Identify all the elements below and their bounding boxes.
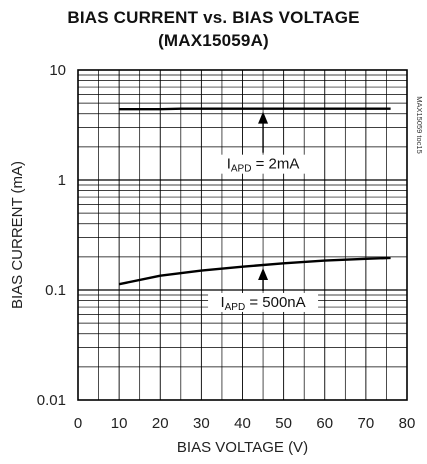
grid-lines	[78, 70, 407, 400]
x-tick-label: 70	[358, 415, 375, 432]
y-tick-label: 1	[58, 172, 66, 189]
x-tick-label: 40	[234, 415, 251, 432]
x-axis-label: BIAS VOLTAGE (V)	[177, 439, 308, 456]
y-tick-label: 10	[49, 62, 66, 79]
annotation-arrow-head	[258, 111, 269, 124]
plot-frame	[77, 69, 408, 401]
annotation-bg	[219, 154, 308, 174]
x-tick-label: 60	[316, 415, 333, 432]
y-axis-label: BIAS CURRENT (mA)	[9, 161, 26, 309]
annotation-label: IAPD = 2mA	[227, 156, 300, 175]
chart-title: BIAS CURRENT vs. BIAS VOLTAGE	[67, 8, 360, 27]
annotation-bg	[208, 292, 319, 312]
x-tick-labels: 0 10 20 30 40 50 60 70 80	[74, 415, 416, 432]
series-line-0	[119, 107, 391, 111]
x-tick-label: 80	[399, 415, 416, 432]
annotation-arrow-head	[258, 267, 269, 280]
annotations: IAPD = 2mA IAPD = 500nA	[208, 111, 319, 313]
x-tick-label: 50	[275, 415, 292, 432]
y-tick-labels: 0.01 0.1 1 10	[37, 62, 66, 409]
x-tick-label: 20	[152, 415, 169, 432]
x-tick-label: 0	[74, 415, 82, 432]
series-line-1	[118, 256, 391, 286]
y-tick-label: 0.1	[45, 282, 66, 299]
chart-subtitle: (MAX15059A)	[158, 31, 269, 50]
chart-note: MAX15059 toc15	[415, 96, 424, 154]
x-tick-label: 30	[193, 415, 210, 432]
x-tick-label: 10	[111, 415, 128, 432]
annotation-label: IAPD = 500nA	[220, 294, 305, 313]
y-tick-label: 0.01	[37, 392, 66, 409]
series-lines	[118, 107, 391, 286]
